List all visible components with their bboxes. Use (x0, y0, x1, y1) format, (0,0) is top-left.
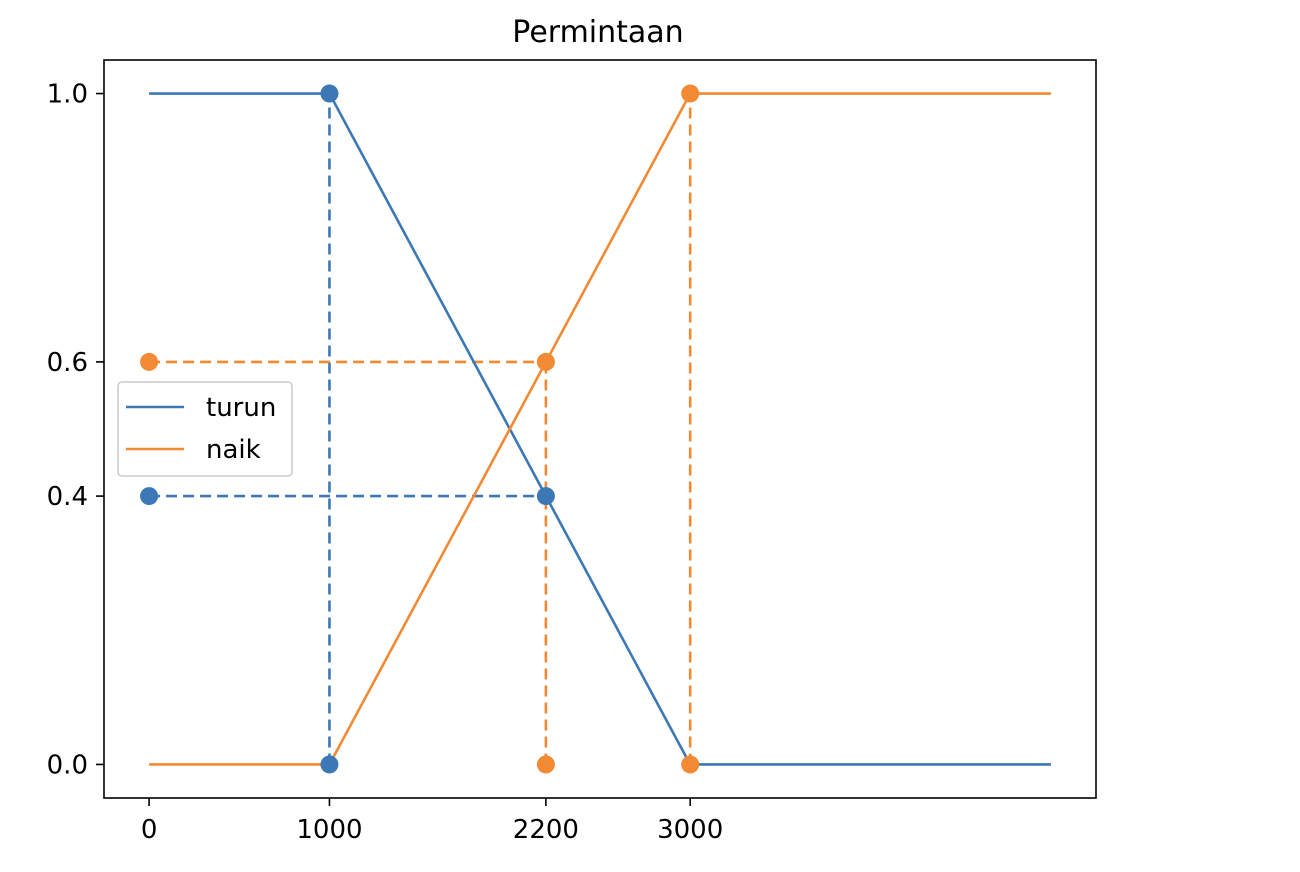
y-tick-label: 0.0 (47, 750, 88, 780)
y-tick-label: 0.4 (47, 482, 88, 512)
marker-turun-0 (320, 84, 339, 103)
legend-box (117, 381, 293, 477)
chart-title: Permintaan (512, 15, 683, 50)
x-tick-label: 3000 (657, 815, 723, 845)
legend: turun naik (117, 381, 293, 477)
legend-label-naik: naik (206, 435, 261, 465)
marker-naik-5 (681, 755, 700, 774)
x-tick-label: 2200 (513, 815, 579, 845)
marker-naik-4 (681, 84, 700, 103)
y-tick-label: 1.0 (47, 80, 88, 110)
marker-naik-7 (536, 352, 555, 371)
legend-label-turun: turun (206, 393, 276, 423)
reference-lines (149, 93, 692, 765)
marker-naik-8 (536, 755, 555, 774)
y-tick-label: 0.6 (47, 348, 88, 378)
markers (140, 84, 700, 774)
marker-turun-3 (536, 487, 555, 506)
x-axis: 0 1000 2200 3000 (141, 798, 723, 845)
plot-frame (103, 59, 1097, 799)
marker-turun-2 (140, 487, 159, 506)
x-tick-label: 0 (141, 815, 158, 845)
series-line-naik (149, 92, 1051, 766)
marker-naik-6 (140, 352, 159, 371)
y-axis: 0.0 0.4 0.6 1.0 (47, 80, 104, 780)
x-tick-label: 1000 (296, 815, 362, 845)
marker-turun-1 (320, 755, 339, 774)
series-lines (149, 92, 1051, 766)
